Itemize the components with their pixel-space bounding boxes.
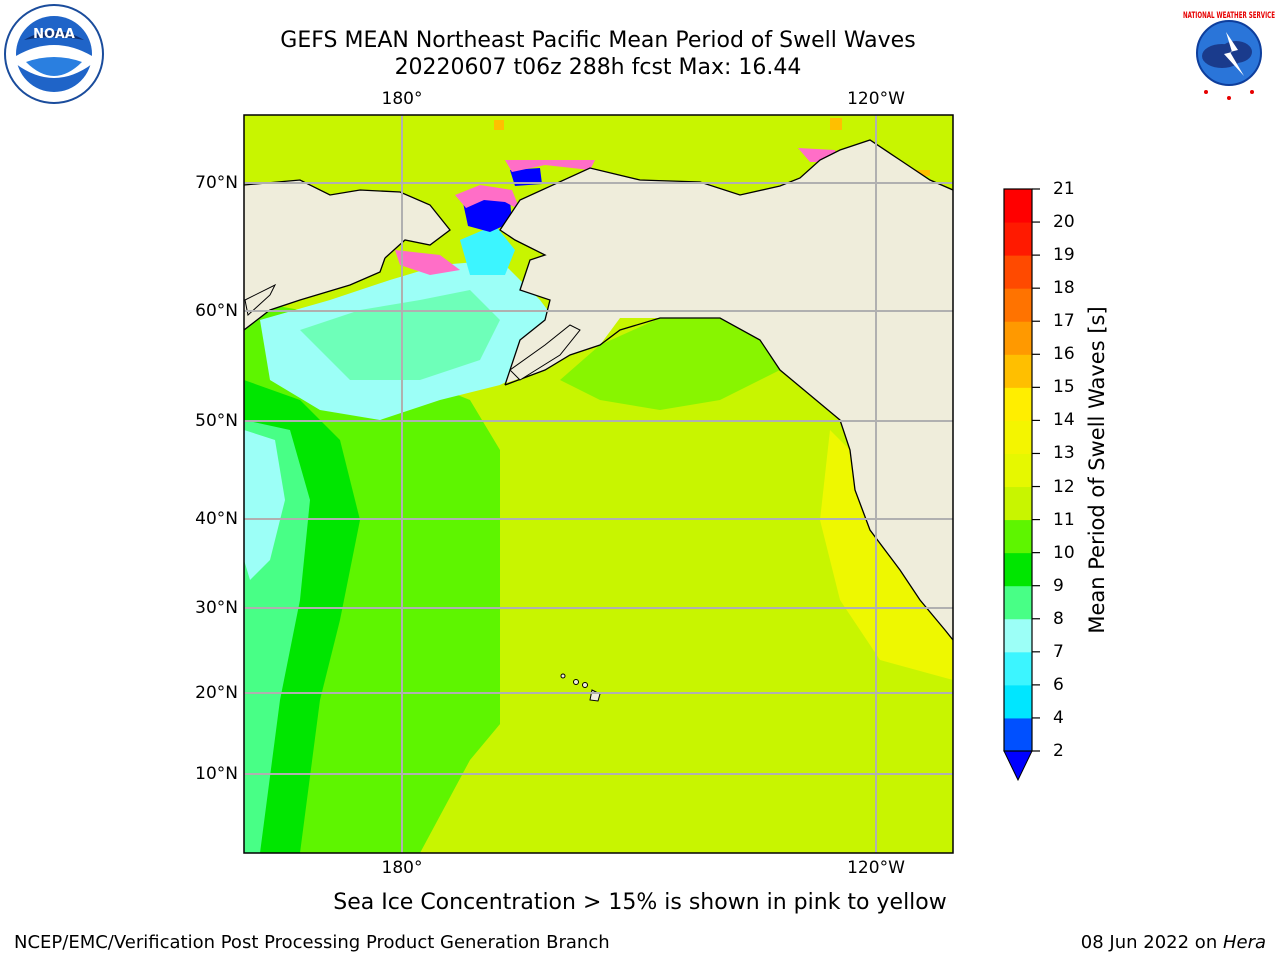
colorbar-cell <box>1004 717 1032 752</box>
colorbar-tick-label: 9 <box>1053 575 1064 596</box>
lat-label-10n: 10°N <box>195 764 238 784</box>
noaa-logo-text: NOAA <box>33 27 75 42</box>
lon-label-bottom-180: 180° <box>381 858 423 878</box>
lon-label-bottom-120w: 120°W <box>847 858 905 878</box>
land-siberia <box>244 180 450 330</box>
colorbar-cell <box>1004 684 1032 719</box>
noaa-logo: NOAA <box>4 4 104 104</box>
colorbar-cell <box>1004 321 1032 355</box>
colorbar-tick-label: 19 <box>1053 245 1075 266</box>
map-frame <box>243 114 954 854</box>
colorbar-cell <box>1004 552 1032 587</box>
swell-zone-8s <box>244 430 285 580</box>
colorbar-tick-label: 21 <box>1053 179 1075 199</box>
colorbar-cell <box>1004 189 1032 223</box>
sea-ice-note: Sea Ice Concentration > 15% is shown in … <box>333 890 947 915</box>
swell-zone-bering-9s <box>300 290 500 380</box>
lon-label-top-180: 180° <box>381 89 423 109</box>
coastline-alaska-peninsula <box>509 324 581 381</box>
colorbar-cell <box>1004 618 1032 653</box>
sea-ice-beaufort <box>505 160 595 172</box>
lat-label-60n: 60°N <box>195 301 238 321</box>
map-gridlines <box>244 115 953 853</box>
colorbar-frame <box>1003 188 1033 752</box>
sea-ice-bering <box>395 250 460 275</box>
land-north <box>244 115 953 640</box>
swell-zone-chukchi-6s <box>460 225 515 275</box>
colorbar-tick-label: 7 <box>1053 641 1064 662</box>
nws-logo: NATIONAL WEATHER SERVICE <box>1178 2 1280 104</box>
sea-ice-chukchi <box>455 185 520 210</box>
colorbar-tick-label: 18 <box>1053 278 1075 299</box>
colorbar-cell <box>1004 255 1032 289</box>
colorbar-cell <box>1004 519 1032 554</box>
colorbar-tick-label: 10 <box>1053 542 1075 563</box>
footer-date: 08 Jun 2022 on Hera <box>1081 932 1266 953</box>
colorbar-cell <box>1004 420 1032 454</box>
coastline <box>244 139 953 641</box>
colorbar-cell <box>1004 453 1032 488</box>
colorbar-tick-label: 4 <box>1053 707 1064 728</box>
colorbar-tick-label: 11 <box>1053 509 1075 530</box>
colorbar-tick-label: 14 <box>1053 410 1075 431</box>
lon-label-top-120w: 120°W <box>847 89 905 109</box>
colorbar-tick-label: 2 <box>1053 741 1064 761</box>
lat-label-20n: 20°N <box>195 683 238 703</box>
colorbar <box>1003 188 1040 782</box>
ocean-coast-yellow <box>820 430 953 680</box>
chart-subtitle: 20220607 t06z 288h fcst Max: 16.44 <box>394 55 802 80</box>
colorbar-cell <box>1004 387 1032 421</box>
colorbar-tick-label: 12 <box>1053 476 1075 497</box>
chart-title: GEFS MEAN Northeast Pacific Mean Period … <box>280 28 916 53</box>
colorbar-tick-label: 20 <box>1053 212 1075 233</box>
colorbar-cell <box>1004 651 1032 686</box>
colorbar-tick-label: 13 <box>1053 443 1075 464</box>
lat-label-40n: 40°N <box>195 509 238 529</box>
colorbar-title: Mean Period of Swell Waves [s] <box>1085 306 1109 634</box>
colorbar-tick-label: 6 <box>1053 674 1064 695</box>
colorbar-tick-label: 8 <box>1053 608 1064 629</box>
colorbar-cell <box>1004 222 1032 256</box>
colorbar-tick-label: 16 <box>1053 344 1075 365</box>
colorbar-cell <box>1004 354 1032 388</box>
colorbar-tick-label: 15 <box>1053 377 1075 398</box>
lat-label-70n: 70°N <box>195 173 238 193</box>
lat-label-30n: 30°N <box>195 598 238 618</box>
footer-credit: NCEP/EMC/Verification Post Processing Pr… <box>14 932 610 953</box>
footer-host: Hera <box>1222 932 1266 953</box>
nws-logo-text: NATIONAL WEATHER SERVICE <box>1183 11 1275 21</box>
footer-date-text: 08 Jun 2022 on <box>1080 932 1223 953</box>
swell-zone-arctic-2s <box>510 168 542 186</box>
colorbar-extend-triangle <box>1003 750 1033 782</box>
ocean-gulf-alaska-green <box>560 318 780 410</box>
lat-label-50n: 50°N <box>195 411 238 431</box>
colorbar-cell <box>1004 486 1032 521</box>
colorbar-tick-label: 17 <box>1053 311 1075 332</box>
colorbar-cell <box>1004 585 1032 620</box>
colorbar-cell <box>1004 288 1032 322</box>
